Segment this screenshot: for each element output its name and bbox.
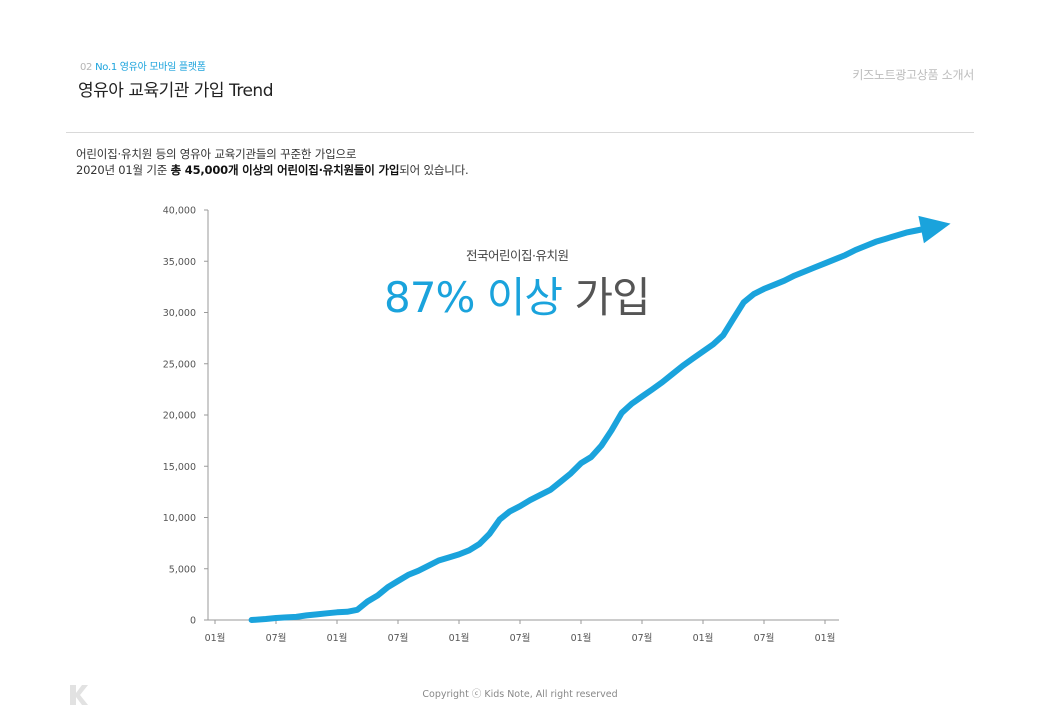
y-tick-label: 25,000	[163, 359, 196, 370]
callout-highlight: 87% 이상	[384, 273, 563, 322]
y-tick-label: 40,000	[163, 206, 196, 217]
x-tick-label: 01월	[571, 632, 592, 644]
section-label: No.1 영유아 모바일 플랫폼	[95, 62, 206, 73]
document-name: 키즈노트광고상품 소개서	[852, 68, 974, 82]
x-tick-label: 07월	[754, 632, 775, 644]
y-tick-label: 10,000	[163, 513, 196, 524]
x-tick-label: 07월	[510, 632, 531, 644]
y-tick-label: 0	[190, 616, 196, 627]
x-tick-label: 07월	[266, 632, 287, 644]
callout-rest: 가입	[574, 273, 650, 322]
footer-copyright: Copyright ⓒ Kids Note, All right reserve…	[422, 689, 618, 700]
x-tick-label: 01월	[327, 632, 348, 644]
y-tick-label: 35,000	[163, 257, 196, 268]
kidsnote-logo-icon	[70, 685, 88, 705]
page-title: 영유아 교육기관 가입 Trend	[78, 81, 274, 101]
series-arrow-head	[918, 215, 951, 244]
section-number: 02	[80, 62, 93, 73]
intro-line-2-suffix: 되어 있습니다.	[399, 163, 469, 177]
x-tick-label: 01월	[449, 632, 470, 644]
intro-text: 어린이집·유치원 등의 영유아 교육기관들의 꾸준한 가입으로 2020년 01…	[76, 146, 469, 178]
x-tick-label: 01월	[205, 632, 226, 644]
intro-line-2: 2020년 01월 기준 총 45,000개 이상의 어린이집·유치원들이 가입…	[76, 162, 469, 178]
intro-line-2-prefix: 2020년 01월 기준	[76, 163, 171, 177]
y-tick-label: 20,000	[163, 411, 196, 422]
x-tick-label: 01월	[815, 632, 836, 644]
y-tick-label: 30,000	[163, 308, 196, 319]
header-divider	[66, 132, 974, 133]
x-tick-label: 07월	[632, 632, 653, 644]
section-tag: 02 No.1 영유아 모바일 플랫폼	[80, 58, 206, 73]
intro-line-2-bold: 총 45,000개 이상의 어린이집·유치원들이 가입	[170, 163, 400, 177]
x-tick-label: 01월	[693, 632, 714, 644]
y-tick-label: 5,000	[169, 564, 196, 575]
intro-line-1: 어린이집·유치원 등의 영유아 교육기관들의 꾸준한 가입으로	[76, 147, 357, 161]
callout-headline: 87% 이상 가입	[384, 264, 651, 325]
series-line	[248, 223, 940, 623]
callout-subtitle: 전국어린이집·유치원	[466, 248, 569, 263]
y-tick-label: 15,000	[163, 462, 196, 473]
x-tick-label: 07월	[388, 632, 409, 644]
